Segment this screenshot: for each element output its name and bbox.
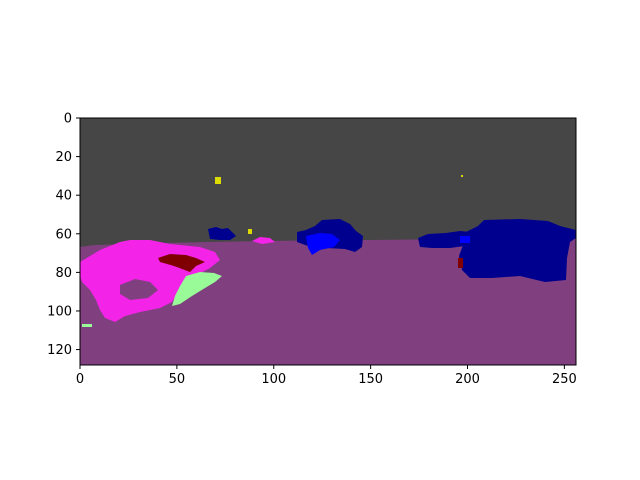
vehicle-blob-right-small [418, 231, 472, 248]
green-vegetation-small [82, 324, 92, 327]
x-tick-label: 150 [358, 372, 383, 387]
vehicle-blob-right-large [459, 219, 576, 282]
y-tick-label: 0 [64, 112, 72, 127]
green-vegetation-patch [172, 272, 222, 306]
pink-region-hole [120, 279, 158, 300]
x-tick-label: 200 [455, 372, 480, 387]
y-tick-label: 80 [55, 266, 72, 281]
vehicle-blob-middle-bright [306, 233, 340, 255]
vehicle-blob-left-small [208, 227, 236, 240]
sign-blob-3 [461, 175, 463, 177]
x-tick-label: 100 [261, 372, 286, 387]
dark-red-patch-right [458, 258, 463, 268]
x-axis-ticks: 0 50 100 150 200 250 [76, 365, 577, 387]
sign-blob-2 [248, 229, 252, 234]
y-tick-label: 40 [55, 189, 72, 204]
x-tick-label: 250 [552, 372, 577, 387]
axes-frame [79, 117, 577, 366]
x-tick-label: 50 [169, 372, 186, 387]
vehicle-bright-patch [460, 236, 470, 243]
pink-object-top-right [252, 237, 275, 244]
y-tick-label: 20 [55, 150, 72, 165]
y-tick-label: 60 [55, 227, 72, 242]
y-tick-label: 100 [47, 304, 72, 319]
dark-red-patch [158, 254, 205, 272]
x-tick-label: 0 [76, 372, 84, 387]
sign-blob-1 [215, 177, 221, 184]
y-axis-ticks: 0 20 40 60 80 100 120 [47, 112, 80, 358]
image-plot-area [79, 117, 577, 366]
y-tick-label: 120 [47, 343, 72, 358]
